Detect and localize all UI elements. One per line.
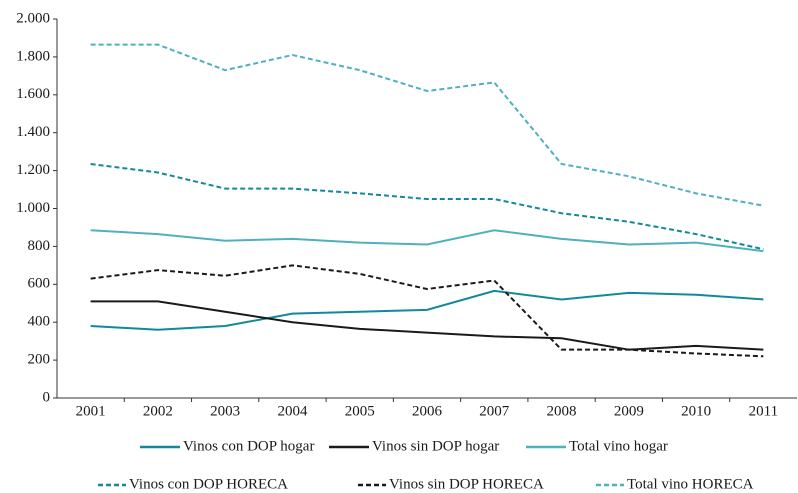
x-tick-label: 2008 (547, 403, 577, 419)
y-tick-label: 2.000 (16, 10, 50, 26)
y-tick-label: 400 (28, 314, 51, 330)
legend-label: Vinos sin DOP HORECA (389, 476, 544, 492)
x-tick-label: 2007 (479, 403, 510, 419)
y-tick-label: 1.600 (16, 86, 50, 102)
y-tick-label: 600 (28, 276, 51, 292)
legend-label: Vinos sin DOP hogar (372, 438, 499, 454)
x-tick-label: 2011 (749, 403, 778, 419)
x-tick-label: 2004 (277, 403, 308, 419)
legend-label: Total vino HORECA (627, 476, 754, 492)
series-line (90, 162, 764, 251)
legend-label: Vinos con DOP hogar (183, 438, 314, 454)
series-line (90, 229, 764, 253)
x-tick-label: 2002 (143, 403, 173, 419)
x-tick-label: 2003 (210, 403, 240, 419)
y-tick-label: 1.000 (16, 200, 50, 216)
y-tick-label: 1.800 (16, 48, 50, 64)
y-tick-label: 1.200 (16, 162, 50, 178)
x-tick-label: 2006 (412, 403, 443, 419)
legend-label: Total vino hogar (569, 438, 668, 454)
series-line (90, 289, 764, 331)
y-tick-label: 0 (43, 389, 51, 405)
x-tick-label: 2009 (614, 403, 644, 419)
y-tick-label: 200 (28, 352, 51, 368)
x-tick-label: 2001 (76, 403, 106, 419)
series-line (90, 43, 764, 207)
x-tick-label: 2005 (345, 403, 375, 419)
x-tick-label: 2010 (681, 403, 711, 419)
y-tick-label: 800 (28, 238, 51, 254)
y-tick-label: 1.400 (16, 124, 50, 140)
series-line (90, 264, 764, 358)
series-line (90, 300, 764, 351)
legend-label: Vinos con DOP HORECA (129, 476, 288, 492)
